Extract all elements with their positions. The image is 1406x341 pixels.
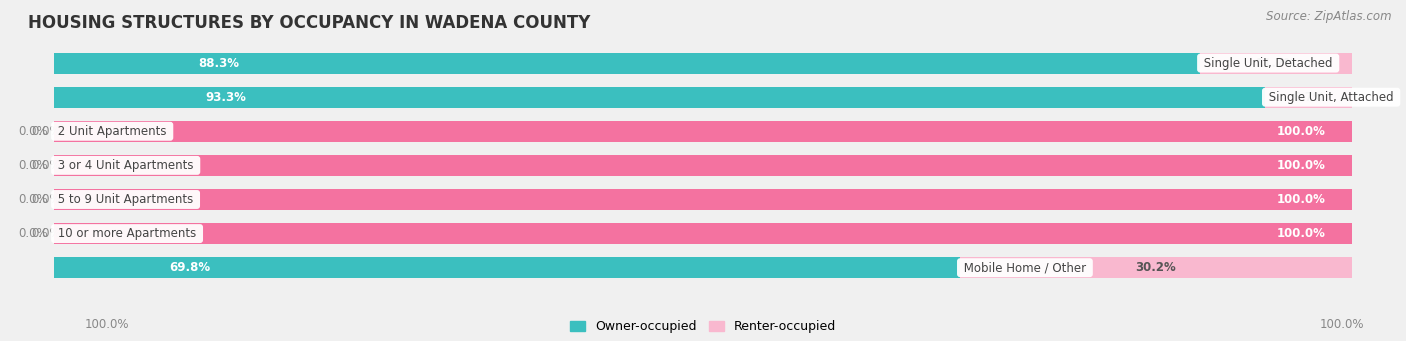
- Bar: [53, 223, 1353, 244]
- Text: 11.7%: 11.7%: [1256, 57, 1296, 70]
- Text: Single Unit, Attached: Single Unit, Attached: [1265, 91, 1398, 104]
- Bar: [53, 189, 1353, 210]
- Text: 88.3%: 88.3%: [198, 57, 239, 70]
- Text: Mobile Home / Other: Mobile Home / Other: [960, 261, 1090, 274]
- Bar: [53, 189, 1353, 210]
- Text: 0.0%: 0.0%: [31, 125, 60, 138]
- Text: 100.0%: 100.0%: [1277, 193, 1326, 206]
- Text: 69.8%: 69.8%: [169, 261, 211, 274]
- Text: 0.0%: 0.0%: [18, 159, 48, 172]
- Text: 0.0%: 0.0%: [18, 125, 48, 138]
- Bar: [53, 257, 1353, 278]
- Text: 0.0%: 0.0%: [31, 227, 60, 240]
- Bar: [53, 53, 1353, 74]
- Text: 100.0%: 100.0%: [1277, 125, 1326, 138]
- Bar: [53, 155, 1353, 176]
- Bar: [53, 223, 1353, 244]
- Bar: [1201, 53, 1353, 74]
- Bar: [53, 155, 1353, 176]
- Text: 10 or more Apartments: 10 or more Apartments: [53, 227, 200, 240]
- Text: 0.0%: 0.0%: [18, 227, 48, 240]
- Text: 93.3%: 93.3%: [205, 91, 246, 104]
- Bar: [960, 257, 1353, 278]
- Text: 100.0%: 100.0%: [1277, 227, 1326, 240]
- Text: HOUSING STRUCTURES BY OCCUPANCY IN WADENA COUNTY: HOUSING STRUCTURES BY OCCUPANCY IN WADEN…: [28, 14, 591, 32]
- Text: 5 to 9 Unit Apartments: 5 to 9 Unit Apartments: [53, 193, 197, 206]
- Bar: [53, 87, 1353, 108]
- Text: 100.0%: 100.0%: [1319, 318, 1364, 331]
- Text: 30.2%: 30.2%: [1136, 261, 1177, 274]
- Text: 3 or 4 Unit Apartments: 3 or 4 Unit Apartments: [53, 159, 197, 172]
- Text: 100.0%: 100.0%: [84, 318, 129, 331]
- Text: Source: ZipAtlas.com: Source: ZipAtlas.com: [1267, 10, 1392, 23]
- Text: 2 Unit Apartments: 2 Unit Apartments: [53, 125, 170, 138]
- Bar: [53, 53, 1201, 74]
- Text: Single Unit, Detached: Single Unit, Detached: [1201, 57, 1336, 70]
- Text: 0.0%: 0.0%: [31, 159, 60, 172]
- Text: 100.0%: 100.0%: [1277, 159, 1326, 172]
- Text: 0.0%: 0.0%: [31, 193, 60, 206]
- Bar: [53, 257, 960, 278]
- Bar: [1265, 87, 1353, 108]
- Bar: [53, 87, 1265, 108]
- Legend: Owner-occupied, Renter-occupied: Owner-occupied, Renter-occupied: [565, 315, 841, 338]
- Text: 6.7%: 6.7%: [1292, 91, 1324, 104]
- Text: 0.0%: 0.0%: [18, 193, 48, 206]
- Bar: [53, 121, 1353, 142]
- Bar: [53, 121, 1353, 142]
